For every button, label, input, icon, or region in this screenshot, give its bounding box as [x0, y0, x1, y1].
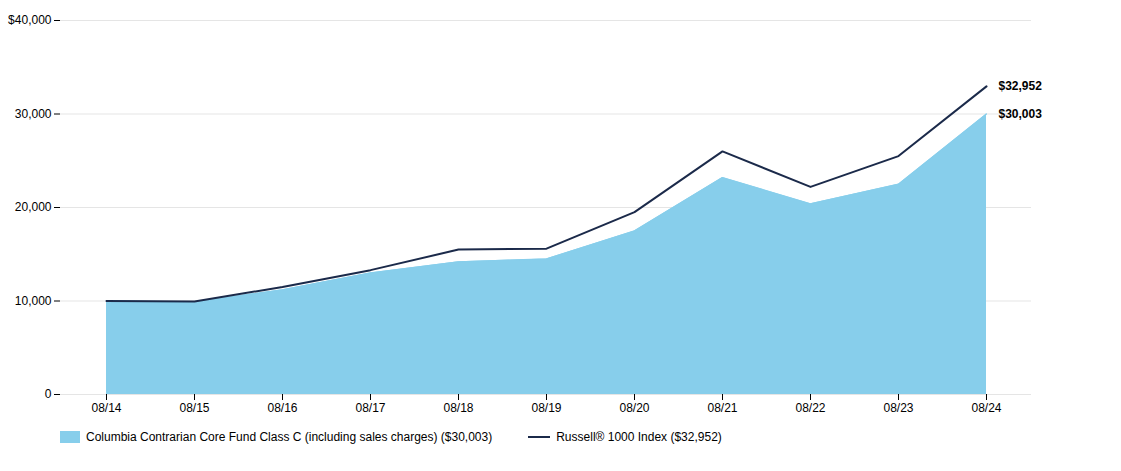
svg-text:08/14: 08/14 [91, 401, 121, 415]
svg-text:0: 0 [45, 387, 52, 401]
svg-text:08/20: 08/20 [619, 401, 649, 415]
svg-text:08/24: 08/24 [971, 401, 1001, 415]
svg-text:08/15: 08/15 [179, 401, 209, 415]
svg-text:08/21: 08/21 [707, 401, 737, 415]
svg-text:$40,000: $40,000 [8, 13, 52, 27]
svg-text:08/23: 08/23 [883, 401, 913, 415]
html-text:Columbia Contrarian Core Fund: Columbia Contrarian Core Fund Class C (i… [86, 430, 493, 444]
svg-text:$30,003: $30,003 [999, 107, 1043, 121]
svg-text:08/16: 08/16 [267, 401, 297, 415]
html-text:Russell® 1000 Index ($32,952): Russell® 1000 Index ($32,952) [556, 430, 722, 444]
svg-text:08/22: 08/22 [795, 401, 825, 415]
svg-text:08/17: 08/17 [355, 401, 385, 415]
svg-text:20,000: 20,000 [15, 200, 52, 214]
svg-text:$32,952: $32,952 [999, 79, 1043, 93]
svg-text:30,000: 30,000 [15, 107, 52, 121]
svg-text:08/19: 08/19 [531, 401, 561, 415]
svg-text:08/18: 08/18 [443, 401, 473, 415]
svg-text:10,000: 10,000 [15, 294, 52, 308]
